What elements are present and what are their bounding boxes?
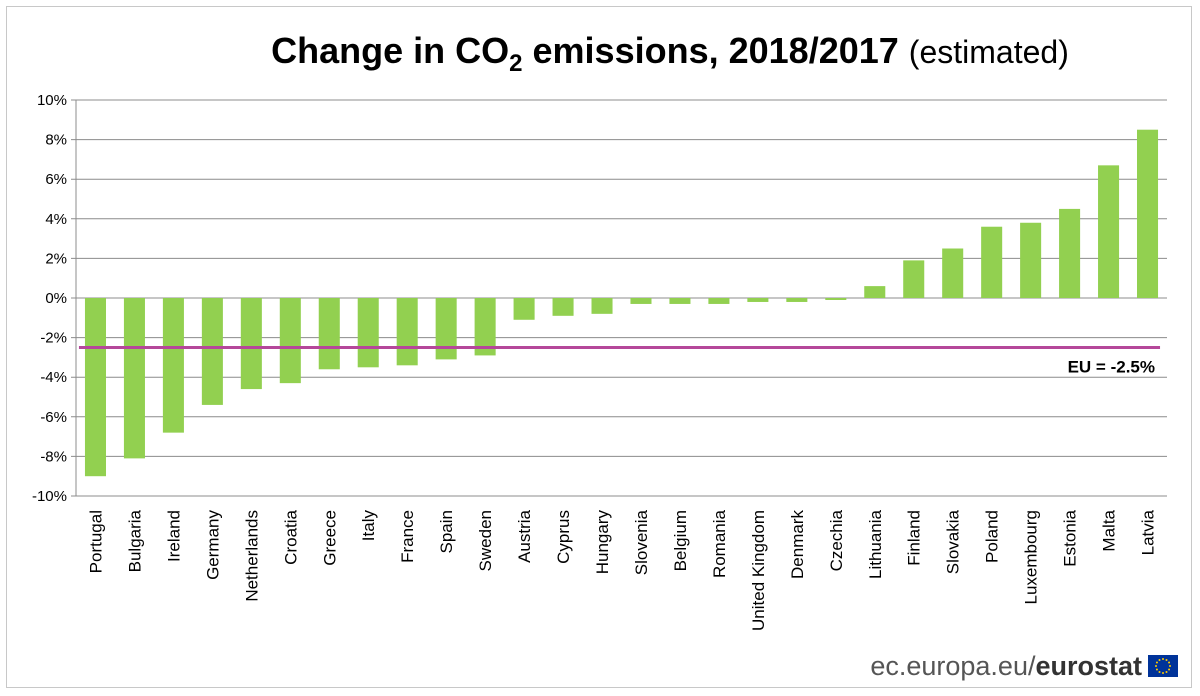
bar-czechia — [825, 298, 847, 300]
bar-hungary — [591, 298, 613, 314]
x-tick-label: Ireland — [164, 510, 183, 562]
bar-france — [396, 298, 418, 366]
x-tick-label: Estonia — [1061, 509, 1080, 566]
bar-netherlands — [240, 298, 262, 390]
title-suffix: emissions, 2018/2017 — [522, 30, 899, 71]
x-tick-label: Latvia — [1139, 509, 1158, 555]
bar-luxembourg — [1020, 222, 1042, 298]
x-tick-label: Hungary — [593, 510, 612, 575]
bar-bulgaria — [123, 298, 145, 459]
x-tick-label: Austria — [515, 509, 534, 562]
chart-title: Change in CO2 emissions, 2018/2017 (esti… — [0, 30, 1200, 78]
x-tick-label: Portugal — [86, 510, 105, 573]
y-tick-label: -8% — [40, 448, 67, 465]
bar-sweden — [474, 298, 496, 356]
bar-belgium — [669, 298, 691, 304]
x-tick-label: Poland — [983, 510, 1002, 563]
footer-site: ec.europa.eu/ — [870, 650, 1036, 681]
x-tick-label: Romania — [710, 509, 729, 578]
x-tick-label: Finland — [905, 510, 924, 566]
bar-poland — [981, 226, 1003, 298]
x-tick-label: Croatia — [281, 509, 300, 564]
y-tick-label: 4% — [45, 211, 67, 228]
bar-denmark — [786, 298, 808, 302]
bar-croatia — [279, 298, 301, 384]
y-tick-label: 6% — [45, 171, 67, 188]
title-qualifier: (estimated) — [908, 34, 1069, 70]
y-tick-label: -4% — [40, 369, 67, 386]
x-tick-label: Belgium — [671, 510, 690, 571]
y-tick-label: -10% — [32, 488, 67, 505]
x-tick-label: Luxembourg — [1022, 510, 1041, 605]
bar-romania — [708, 298, 730, 304]
x-tick-label: Cyprus — [554, 510, 573, 564]
x-tick-label: France — [398, 510, 417, 563]
x-tick-label: Malta — [1100, 509, 1119, 551]
bar-austria — [513, 298, 535, 320]
y-tick-label: 8% — [45, 132, 67, 149]
bar-united-kingdom — [747, 298, 769, 302]
bar-ireland — [162, 298, 184, 433]
title-text: Change in CO — [271, 30, 510, 71]
y-tick-label: 10% — [37, 92, 67, 109]
x-tick-label: Czechia — [827, 509, 846, 571]
bar-finland — [903, 260, 925, 298]
bar-italy — [357, 298, 379, 368]
x-tick-label: Slovenia — [632, 509, 651, 575]
x-tick-label: Lithuania — [866, 509, 885, 579]
y-tick-label: -2% — [40, 330, 67, 347]
footer-brand: eurostat — [1035, 650, 1142, 681]
bar-slovakia — [942, 248, 964, 298]
bar-estonia — [1059, 208, 1081, 298]
title-subscript: 2 — [509, 50, 523, 77]
x-tick-label: Greece — [320, 510, 339, 566]
eu-flag-icon — [1148, 655, 1178, 677]
bar-malta — [1098, 165, 1120, 298]
x-tick-label: Spain — [437, 510, 456, 553]
bar-portugal — [84, 298, 107, 477]
bar-spain — [435, 298, 457, 360]
eu-average-label: EU = -2.5% — [1068, 358, 1155, 377]
bar-slovenia — [630, 298, 652, 304]
x-tick-label: Denmark — [788, 510, 807, 579]
bar-germany — [201, 298, 223, 405]
x-tick-label: Germany — [203, 510, 222, 580]
x-tick-label: Bulgaria — [125, 509, 144, 572]
x-tick-label: Sweden — [476, 510, 495, 571]
footer: ec.europa.eu/eurostat — [870, 650, 1178, 681]
x-tick-label: Italy — [359, 510, 378, 542]
bar-latvia — [1136, 129, 1159, 298]
x-tick-label: United Kingdom — [749, 510, 768, 631]
bar-greece — [318, 298, 340, 370]
x-tick-label: Slovakia — [944, 509, 963, 574]
bar-lithuania — [864, 286, 886, 298]
y-tick-label: 0% — [45, 290, 67, 307]
y-tick-label: 2% — [45, 250, 67, 267]
y-tick-label: -6% — [40, 409, 67, 426]
x-tick-label: Netherlands — [242, 510, 261, 602]
bar-cyprus — [552, 298, 574, 316]
